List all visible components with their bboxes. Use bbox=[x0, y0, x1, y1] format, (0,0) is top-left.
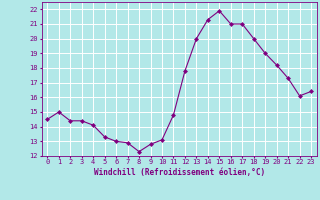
X-axis label: Windchill (Refroidissement éolien,°C): Windchill (Refroidissement éolien,°C) bbox=[94, 168, 265, 177]
